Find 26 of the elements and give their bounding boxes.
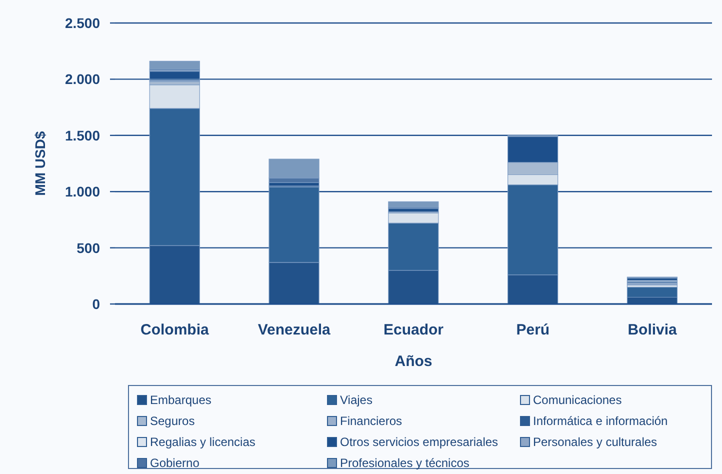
legend-label: Seguros <box>150 414 195 428</box>
y-tick-label: 2.500 <box>64 14 100 31</box>
y-tick-label: 2.000 <box>64 71 100 88</box>
x-tick-label: Ecuador <box>383 322 444 339</box>
legend-label: Embarques <box>150 392 212 406</box>
x-tick-label: Perú <box>516 322 550 339</box>
y-tick-label: 1.500 <box>64 127 100 144</box>
legend-label: Otros servicios empresariales <box>340 434 498 448</box>
legend-label: Financieros <box>340 414 402 428</box>
legend-label: Profesionales y técnicos <box>340 456 470 470</box>
y-tick-label: 1.000 <box>64 184 100 200</box>
legend-label: Gobierno <box>150 456 200 470</box>
x-axis-title: Años <box>394 353 432 370</box>
legend-label: Informática e información <box>533 414 668 428</box>
x-tick-label: Venezuela <box>258 322 332 339</box>
x-tick-label: Colombia <box>140 322 210 339</box>
bar <box>388 201 439 208</box>
legend-label: Viajes <box>340 392 372 406</box>
bar <box>149 60 200 70</box>
y-tick-label: 0 <box>92 296 100 312</box>
legend-label: Personales y culturales <box>533 434 658 448</box>
x-tick-label: Bolivia <box>628 322 678 339</box>
legend-label: Regalias y licencias <box>150 434 256 448</box>
y-tick-label: 500 <box>76 240 100 256</box>
y-axis-title: MM USD$ <box>32 131 48 196</box>
legend-label: Comunicaciones <box>533 392 622 406</box>
